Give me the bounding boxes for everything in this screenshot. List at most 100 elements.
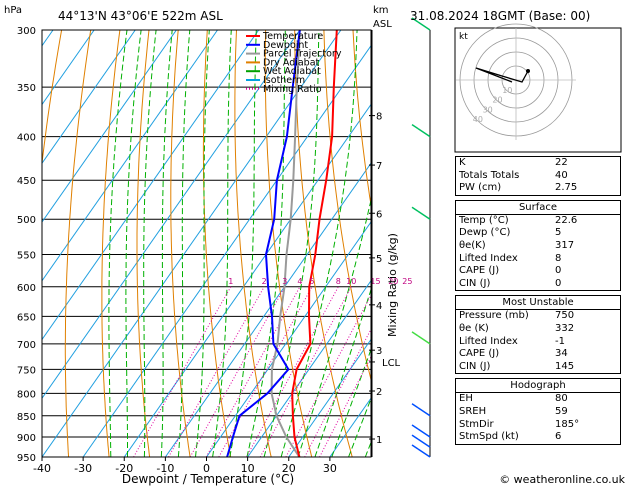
- stat-label: CIN (J): [459, 277, 491, 289]
- dry-adiabat-line: [294, 30, 353, 457]
- temperature-tick-label: -40: [33, 462, 51, 475]
- hodograph-storm-marker: [526, 69, 530, 73]
- pressure-tick-label: 900: [17, 433, 36, 444]
- stat-row: StmDir 185°: [456, 419, 620, 432]
- hodograph-block: Hodograph EH 80 SREH 59 StmDir 185° StmSpd (kt…: [455, 378, 621, 445]
- pressure-tick-label: 350: [17, 83, 36, 94]
- stat-row: Totals Totals 40: [456, 170, 620, 183]
- isotherm-line: [164, 162, 371, 457]
- temperature-tick-label: -30: [74, 462, 92, 475]
- dry-adiabat-line: [42, 30, 63, 167]
- stat-label: SREH: [459, 405, 487, 417]
- temperature-tick-label: 0: [203, 462, 210, 475]
- stat-value: 22: [555, 157, 568, 168]
- stat-row: CIN (J) 0: [456, 278, 620, 291]
- hodograph-frame: [454, 27, 622, 153]
- stat-value: 750: [555, 310, 575, 322]
- wet-adiabat-line: [246, 30, 286, 457]
- wet-adiabat-line: [348, 397, 371, 457]
- wet-adiabat-line: [108, 30, 128, 457]
- wind-barb-staff: [417, 127, 431, 138]
- pressure-tick-label: 400: [17, 133, 36, 144]
- stat-row: Temp (°C) 22.6: [456, 215, 620, 228]
- stat-value: 8: [555, 252, 562, 264]
- legend-entry: Dry Adiabat: [263, 57, 320, 68]
- legend-entry: Dewpoint: [263, 40, 308, 51]
- mixing-ratio-label: 8: [336, 277, 341, 286]
- stat-label: CIN (J): [459, 360, 491, 372]
- wet-adiabat-line: [177, 30, 191, 457]
- wind-barb-flag: [411, 206, 419, 212]
- stat-value: 332: [555, 322, 575, 334]
- wind-barb-flag: [411, 331, 419, 337]
- wind-barb: [411, 444, 431, 458]
- pressure-tick-label: 700: [17, 340, 36, 351]
- wind-barb-flag: [411, 17, 419, 23]
- stat-value: 80: [555, 393, 568, 405]
- temperature-tick-label: -10: [156, 462, 174, 475]
- pressure-tick-label: 650: [17, 312, 36, 323]
- wet-adiabat-line: [195, 30, 210, 457]
- wind-barb-flag: [411, 123, 419, 130]
- stat-row: SREH 59: [456, 406, 620, 419]
- wind-barb-staff: [417, 448, 431, 458]
- hodograph-ring-label: 30: [483, 105, 493, 114]
- stat-row: Pressure (mb) 750: [456, 310, 620, 323]
- wind-barb-flag: [411, 424, 419, 430]
- lcl-label: LCL: [382, 358, 401, 369]
- wind-barb-staff: [417, 210, 431, 220]
- wet-adiabat-line: [125, 30, 142, 457]
- stat-row: θe (K) 332: [456, 323, 620, 336]
- temperature-line: [291, 30, 338, 457]
- stat-row: Lifted Index -1: [456, 336, 620, 349]
- mixing-ratio-line: [246, 286, 339, 457]
- isotherm-line: [42, 30, 95, 106]
- stat-label: StmSpd (kt): [459, 431, 519, 443]
- isotherm-line: [42, 30, 136, 165]
- legend-entry: Mixing Ratio: [263, 84, 322, 95]
- index-block: K 22 Totals Totals 40 PW (cm) 2.75: [455, 156, 621, 196]
- hodograph-title: Hodograph: [456, 379, 620, 394]
- mixing-ratio-line: [319, 355, 371, 457]
- mixing-ratio-label: 15: [370, 277, 380, 286]
- stat-row: CIN (J) 145: [456, 361, 620, 374]
- wind-barb: [411, 17, 431, 31]
- x-axis-label: Dewpoint / Temperature (°C): [122, 472, 294, 486]
- stat-label: θe(K): [459, 239, 486, 251]
- stat-label: StmDir: [459, 418, 494, 430]
- stat-label: Totals Totals: [459, 169, 520, 181]
- surface-block: Surface Temp (°C) 22.6 Dewp (°C) 5 θe(K) 317 L…: [455, 199, 621, 292]
- wind-barb-staff: [417, 335, 431, 345]
- wind-barb-flag: [411, 434, 419, 440]
- mixing-ratio-line: [285, 294, 371, 457]
- hodograph-ring-label: 20: [492, 96, 502, 105]
- stat-row: EH 80: [456, 393, 620, 406]
- isotherm-line: [206, 221, 371, 457]
- wet-adiabat-line: [314, 287, 371, 457]
- wind-barb: [411, 424, 431, 438]
- stat-label: Dewp (°C): [459, 227, 511, 239]
- stat-value: 145: [555, 360, 575, 372]
- hpa-label: hPa: [4, 5, 22, 16]
- hodograph-trace: [475, 67, 529, 83]
- stat-row: θe(K) 317: [456, 240, 620, 253]
- stat-value: 317: [555, 239, 575, 251]
- pressure-tick-label: 600: [17, 283, 36, 294]
- hodograph-ring-label: 10: [502, 86, 512, 95]
- datetime-title: 31.08.2024 18GMT (Base: 00): [410, 9, 590, 23]
- altitude-tick-label: 6: [376, 209, 382, 220]
- mixing-ratio-label: 20: [388, 277, 398, 286]
- legend-entry: Isotherm: [263, 75, 305, 86]
- isotherm-line: [42, 30, 177, 223]
- legend-entry: Parcel Trajectory: [263, 49, 342, 60]
- pressure-tick-label: 850: [17, 412, 36, 423]
- mixing-ratio-label: 3: [282, 277, 287, 286]
- dry-adiabat-line: [101, 30, 121, 457]
- stat-row: K 22: [456, 157, 620, 170]
- stat-value: 5: [555, 227, 562, 239]
- stat-row: Lifted Index 8: [456, 253, 620, 266]
- pressure-tick-label: 800: [17, 389, 36, 400]
- stat-row: CAPE (J) 0: [456, 265, 620, 278]
- wind-barb-flag: [411, 403, 419, 409]
